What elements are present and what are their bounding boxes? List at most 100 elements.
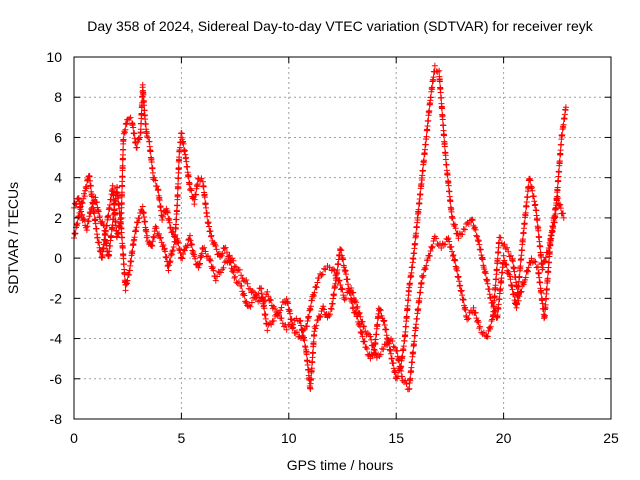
x-tick-label: 10 — [281, 430, 297, 446]
data-point — [113, 189, 120, 196]
data-point — [439, 105, 446, 112]
data-point — [142, 120, 149, 127]
data-point — [417, 289, 424, 296]
data-point — [547, 238, 554, 245]
data-point — [344, 276, 351, 283]
data-point — [339, 286, 346, 293]
data-point — [215, 268, 222, 275]
data-point — [314, 279, 321, 286]
data-point — [396, 357, 403, 364]
data-point — [389, 338, 396, 345]
data-point — [539, 300, 546, 307]
data-point — [96, 213, 103, 220]
data-point — [164, 209, 171, 216]
data-point — [178, 130, 185, 137]
data-point — [550, 222, 557, 229]
data-point — [555, 195, 562, 202]
data-point — [308, 375, 315, 382]
data-point — [404, 302, 411, 309]
data-point — [437, 89, 444, 96]
data-point — [525, 264, 532, 271]
data-point — [460, 296, 467, 303]
data-point — [531, 258, 538, 265]
data-point — [489, 316, 496, 323]
data-point — [239, 291, 246, 298]
data-point — [439, 116, 446, 123]
data-point — [186, 180, 193, 187]
data-point — [307, 385, 314, 392]
data-point — [341, 296, 348, 303]
data-point — [238, 282, 245, 289]
data-point — [350, 304, 357, 311]
data-point — [340, 292, 347, 299]
data-point — [507, 276, 514, 283]
data-point — [410, 256, 417, 263]
data-point — [497, 234, 504, 241]
data-point — [426, 253, 433, 260]
data-point — [151, 233, 158, 240]
data-point — [137, 126, 144, 133]
data-point — [387, 350, 394, 357]
data-point — [165, 267, 172, 274]
data-point — [234, 280, 241, 287]
data-point — [518, 288, 525, 295]
data-point — [210, 267, 217, 274]
data-point — [469, 216, 476, 223]
data-point — [424, 257, 431, 264]
data-point — [367, 355, 374, 362]
data-point — [205, 253, 212, 259]
data-point — [156, 235, 163, 242]
data-point — [278, 304, 285, 311]
data-point — [398, 368, 405, 375]
x-axis-label: GPS time / hours — [287, 457, 394, 473]
data-point — [505, 268, 512, 275]
data-point — [134, 144, 141, 151]
y-tick-label: 2 — [54, 210, 62, 226]
data-point — [533, 264, 540, 271]
data-point — [326, 264, 333, 271]
data-point — [151, 174, 158, 181]
data-point — [543, 285, 550, 292]
data-point — [528, 255, 535, 262]
data-point — [274, 310, 281, 317]
data-point — [241, 292, 248, 299]
data-point — [557, 147, 564, 154]
data-point — [495, 301, 502, 308]
data-point — [129, 248, 136, 255]
data-point — [490, 308, 497, 315]
data-point — [153, 183, 160, 190]
data-point — [331, 267, 338, 274]
data-point — [318, 272, 325, 279]
data-point — [369, 342, 376, 349]
data-point — [230, 269, 237, 276]
data-point — [417, 191, 424, 198]
data-point — [288, 316, 295, 323]
data-point — [300, 327, 307, 334]
data-point — [81, 216, 88, 223]
data-point — [329, 300, 336, 307]
data-point — [505, 248, 512, 255]
y-tick-label: -4 — [50, 331, 63, 347]
data-point — [146, 138, 153, 145]
data-point — [484, 280, 491, 287]
data-point — [413, 321, 420, 328]
data-point — [321, 306, 328, 313]
data-point — [431, 62, 438, 69]
data-point — [455, 235, 462, 242]
data-point — [422, 266, 429, 273]
y-tick-label: -6 — [50, 371, 63, 387]
data-point — [363, 345, 370, 352]
data-point — [501, 257, 508, 264]
data-point — [480, 329, 487, 336]
data-point — [546, 248, 553, 255]
data-point — [222, 244, 229, 251]
data-point — [542, 301, 549, 308]
data-point — [446, 188, 453, 195]
y-tick-label: 4 — [54, 170, 62, 186]
data-point — [173, 216, 180, 223]
data-point — [111, 206, 118, 213]
data-point — [450, 252, 457, 259]
data-point — [156, 230, 163, 237]
data-point — [449, 248, 456, 255]
